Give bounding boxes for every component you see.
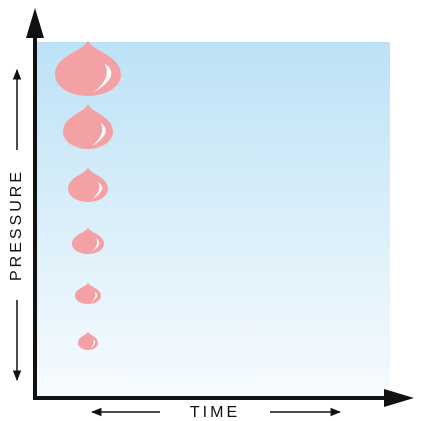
y-axis-arrowhead: [26, 8, 44, 38]
y-axis-label: PRESSURE: [8, 169, 25, 281]
droplet-highlight: [89, 339, 96, 349]
x-axis-arrowhead: [384, 389, 414, 407]
droplet-highlight: [91, 181, 103, 201]
droplet-highlight: [92, 63, 112, 93]
droplet-highlight: [89, 291, 98, 303]
x-axis-label: TIME: [190, 404, 240, 421]
droplet-highlight: [90, 238, 100, 253]
plot-background: [37, 42, 390, 396]
droplets: [55, 40, 121, 350]
droplet-highlight: [91, 122, 106, 147]
